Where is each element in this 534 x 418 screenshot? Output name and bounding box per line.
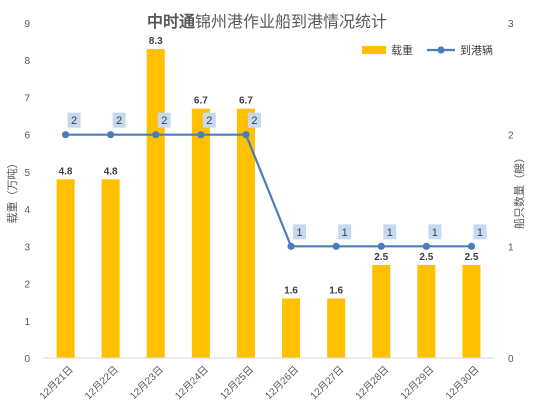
y-axis-right-label: 船只数量（艘） [512, 152, 526, 229]
bar-data-label: 6.7 [194, 96, 208, 107]
bar-data-label: 4.8 [59, 166, 73, 177]
line-marker [422, 242, 430, 250]
line-data-label-bg [428, 224, 442, 240]
y-left-tick-label: 4 [24, 205, 30, 216]
line-data-label: 1 [296, 227, 302, 239]
y-left-tick-label: 1 [24, 317, 30, 328]
bar [372, 264, 391, 358]
line-marker [107, 131, 115, 139]
x-tick-label: 12月23日 [128, 364, 166, 402]
line-data-label-bg [338, 224, 352, 240]
bar [101, 179, 120, 358]
bar-data-label: 6.7 [239, 96, 253, 107]
bar [417, 264, 436, 358]
line-data-label-bg [383, 224, 397, 240]
line-path [65, 133, 472, 248]
line-data-label-bg [293, 224, 307, 240]
x-tick-label: 12月22日 [82, 364, 120, 402]
bar [191, 108, 210, 358]
y-right-tick-label: 0 [508, 354, 514, 365]
line-data-label: 1 [477, 227, 483, 239]
chart-title-rest: 锦州港作业船到港情况统计 [195, 13, 387, 31]
bar [146, 49, 165, 359]
x-tick-label: 12月30日 [443, 364, 481, 402]
y-left-tick-label: 0 [24, 354, 30, 365]
y-right-tick-label: 2 [508, 131, 514, 142]
line-marker [467, 242, 476, 250]
line-data-label: 1 [387, 227, 393, 239]
x-tick-label: 12月28日 [353, 364, 391, 402]
y-left-tick-label: 3 [24, 242, 30, 253]
line-data-label-bg [112, 112, 126, 128]
line-data-label: 1 [432, 227, 438, 239]
chart-title-prefix: 中时通 [147, 12, 195, 31]
left-axis-ticks: 0 1 2 3 4 5 6 7 8 9 [24, 19, 30, 365]
line-marker [332, 242, 340, 250]
y-left-tick-label: 7 [24, 93, 30, 104]
bar-data-label: 2.5 [464, 252, 478, 263]
line-data-label-bg [157, 112, 171, 128]
y-right-tick-label: 3 [508, 19, 514, 30]
bar-series [56, 49, 481, 359]
line-data-label: 2 [251, 115, 257, 127]
bar-data-label: 8.3 [149, 36, 163, 47]
y-left-tick-label: 6 [24, 131, 30, 142]
bar-data-labels: 4.8 4.8 8.3 6.7 6.7 1.6 1.6 2.5 2.5 2.5 [59, 36, 479, 296]
x-tick-label: 12月29日 [398, 364, 436, 402]
legend: 载重 到港辆 [362, 43, 493, 57]
bar [462, 264, 481, 358]
line-series: 2 2 2 2 2 1 1 1 1 1 [61, 112, 487, 250]
line-marker [197, 131, 205, 139]
legend-line-marker [437, 46, 445, 54]
line-data-label-bg [67, 112, 81, 128]
right-axis-ticks: 0 1 2 3 [508, 19, 514, 365]
line-marker [152, 131, 160, 139]
bar-data-label: 1.6 [284, 285, 298, 296]
bar-data-label: 2.5 [374, 252, 388, 263]
line-data-label-bg [473, 224, 487, 240]
line-data-label: 2 [206, 115, 212, 127]
y-left-tick-label: 8 [24, 56, 30, 67]
x-tick-label: 12月21日 [37, 364, 75, 402]
line-data-label-bg [247, 112, 261, 128]
y-axis-left-label: 载重（万吨） [5, 158, 19, 224]
x-tick-label: 12月27日 [308, 364, 346, 402]
x-tick-label: 12月24日 [173, 364, 211, 402]
y-right-tick-label: 1 [508, 242, 514, 253]
line-data-label: 1 [342, 227, 348, 239]
line-data-label: 2 [161, 115, 167, 127]
legend-bar-label: 载重 [391, 43, 413, 57]
chart-title: 中时通锦州港作业船到港情况统计 [147, 12, 387, 31]
line-marker [377, 242, 385, 250]
bar-data-label: 2.5 [419, 252, 433, 263]
line-data-label: 2 [116, 115, 122, 127]
x-tick-label: 12月25日 [218, 364, 256, 402]
line-marker [242, 131, 250, 139]
bar [56, 179, 75, 358]
x-axis-ticks: 12月21日 12月22日 12月23日 12月24日 12月25日 12月26日 12月2… [37, 364, 481, 402]
bar [327, 298, 346, 358]
bar-data-label: 1.6 [329, 285, 343, 296]
line-marker [287, 242, 295, 250]
bar-data-label: 4.8 [104, 166, 118, 177]
bar [236, 108, 255, 358]
y-left-tick-label: 5 [24, 168, 30, 179]
line-data-label: 2 [71, 115, 77, 127]
bar [282, 298, 301, 358]
legend-bar-swatch [362, 46, 386, 54]
legend-line-label: 到港辆 [460, 43, 493, 57]
y-left-tick-label: 9 [24, 19, 30, 30]
x-tick-label: 12月26日 [263, 364, 301, 402]
line-marker [61, 131, 70, 139]
y-left-tick-label: 2 [24, 280, 30, 291]
line-data-label-bg [202, 112, 216, 128]
